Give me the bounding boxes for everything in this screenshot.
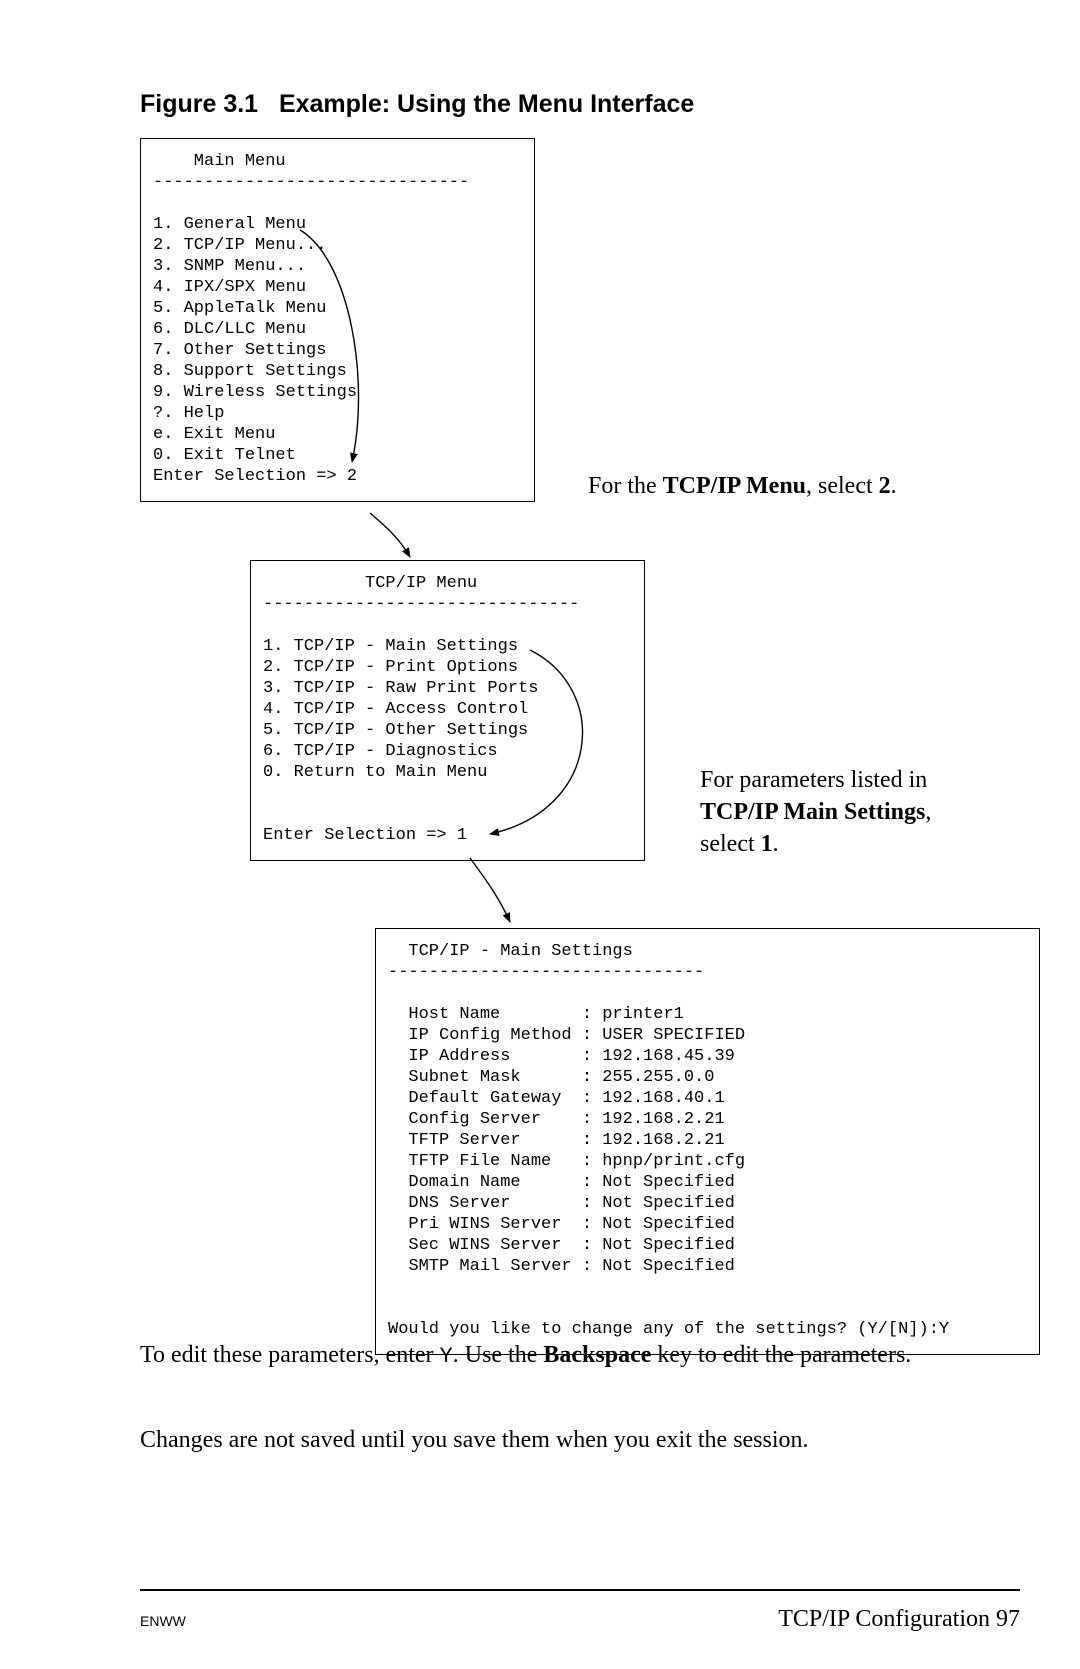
page-number: 97 [996,1606,1020,1632]
footer-left: ENWW [140,1613,186,1629]
figure-number: Figure 3.1 [140,90,258,118]
footer-right: TCP/IP Configuration 97 [778,1606,1020,1633]
caption-tcpip-main-settings: For parameters listed in TCP/IP Main Set… [700,764,1040,860]
main-menu-text: Main Menu ------------------------------… [153,151,522,487]
bold-tcpip-main-settings: TCP/IP Main Settings [700,799,925,825]
main-menu-terminal: Main Menu ------------------------------… [140,138,535,502]
bold-backspace: Backspace [543,1342,651,1368]
figure-title: Figure 3.1 Example: Using the Menu Inter… [140,90,980,119]
bold-2: 2 [879,473,891,499]
figure-caption: Example: Using the Menu Interface [279,90,694,118]
footer-rule [140,1589,1020,1591]
caption-tcpip-menu: For the TCP/IP Menu, select 2. [588,470,1008,502]
inline-code-y: Y [440,1344,453,1369]
bold-1: 1 [761,831,773,857]
tcpip-main-settings-terminal: TCP/IP - Main Settings -----------------… [375,928,1040,1355]
tcpip-main-settings-text: TCP/IP - Main Settings -----------------… [388,941,1027,1340]
body-paragraph-1: To edit these parameters, enter Y. Use t… [140,1340,1020,1372]
body-paragraph-2: Changes are not saved until you save the… [140,1425,1020,1456]
tcpip-menu-text: TCP/IP Menu ----------------------------… [263,573,632,846]
tcpip-menu-terminal: TCP/IP Menu ----------------------------… [250,560,645,861]
bold-tcpip-menu: TCP/IP Menu [663,473,806,499]
page: Figure 3.1 Example: Using the Menu Inter… [0,0,1080,1669]
